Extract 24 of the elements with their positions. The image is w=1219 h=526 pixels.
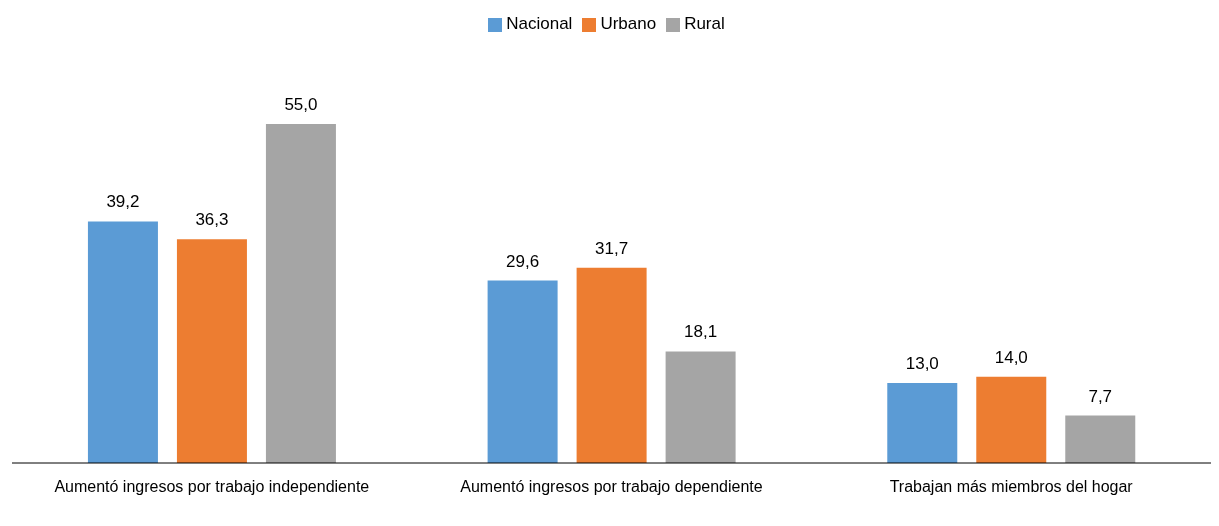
data-label: 18,1 bbox=[684, 322, 718, 342]
x-tick-label: Aumentó ingresos por trabajo independiente bbox=[54, 478, 370, 496]
bar bbox=[176, 239, 247, 463]
bar bbox=[576, 267, 647, 463]
data-label: 36,3 bbox=[195, 210, 229, 230]
bar bbox=[665, 351, 736, 463]
bar bbox=[887, 382, 958, 463]
x-tick-label: Aumentó ingresos por trabajo dependiente bbox=[460, 478, 763, 496]
data-label: 55,0 bbox=[284, 95, 318, 115]
bar bbox=[487, 280, 558, 463]
data-label: 39,2 bbox=[106, 192, 140, 212]
data-label: 14,0 bbox=[994, 347, 1028, 367]
x-tick-label: Trabajan más miembros del hogar bbox=[889, 478, 1134, 496]
legend-label: Urbano bbox=[600, 14, 657, 33]
bar bbox=[87, 221, 158, 463]
bar bbox=[976, 376, 1047, 463]
data-label: 31,7 bbox=[595, 238, 629, 258]
legend-label: Rural bbox=[684, 14, 725, 33]
data-label: 7,7 bbox=[1088, 386, 1113, 406]
bar bbox=[265, 124, 336, 463]
legend-label: Nacional bbox=[506, 14, 573, 33]
bar bbox=[1065, 415, 1136, 463]
data-label: 13,0 bbox=[905, 353, 939, 373]
data-label: 29,6 bbox=[506, 251, 540, 271]
